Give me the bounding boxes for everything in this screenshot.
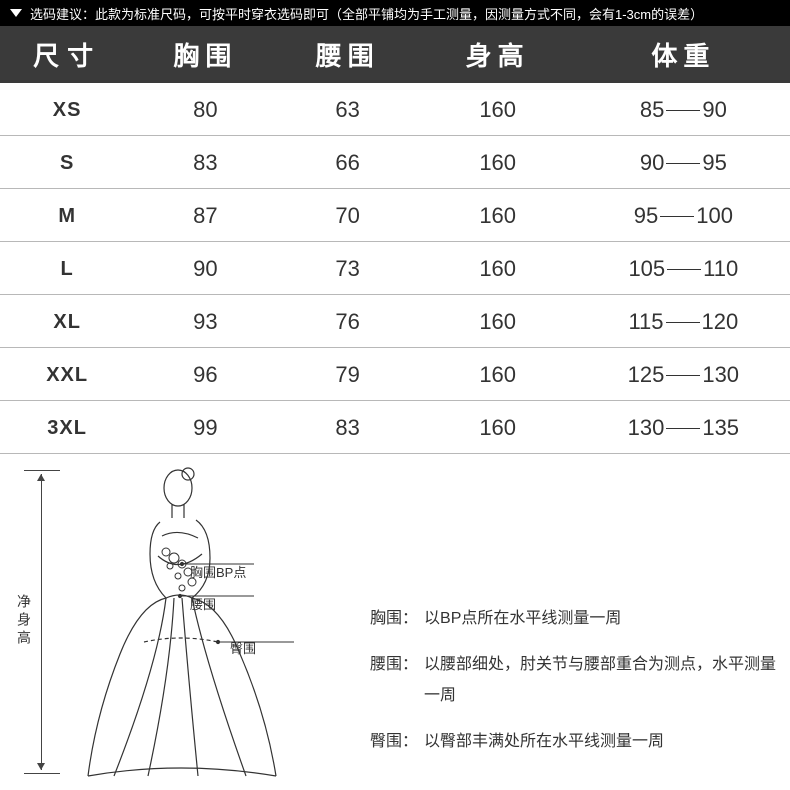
note-hip: 臀围： 以臀部丰满处所在水平线测量一周 <box>370 727 790 757</box>
top-note-bar: 选码建议：此款为标准尺码，可按平时穿衣选码即可（全部平铺均为手工测量，因测量方式… <box>0 0 790 26</box>
cell-height: 160 <box>419 401 577 454</box>
table-row: M877016095100 <box>0 189 790 242</box>
cell-weight: 115120 <box>577 295 790 348</box>
cell-height: 160 <box>419 83 577 136</box>
top-note-text: 选码建议：此款为标准尺码，可按平时穿衣选码即可（全部平铺均为手工测量，因测量方式… <box>30 4 703 23</box>
cell-height: 160 <box>419 189 577 242</box>
col-weight: 体重 <box>577 26 790 83</box>
cell-waist: 73 <box>276 242 418 295</box>
cell-height: 160 <box>419 242 577 295</box>
cell-height: 160 <box>419 136 577 189</box>
cell-size: XL <box>0 295 134 348</box>
cell-waist: 79 <box>276 348 418 401</box>
col-height: 身高 <box>419 26 577 83</box>
size-table-header-row: 尺寸 胸围 腰围 身高 体重 <box>0 26 790 83</box>
cell-bust: 99 <box>134 401 276 454</box>
cell-waist: 66 <box>276 136 418 189</box>
cell-bust: 83 <box>134 136 276 189</box>
col-bust: 胸围 <box>134 26 276 83</box>
col-waist: 腰围 <box>276 26 418 83</box>
table-row: XL9376160115120 <box>0 295 790 348</box>
cell-waist: 63 <box>276 83 418 136</box>
callout-hip: 臀围 <box>230 638 256 657</box>
cell-weight: 95100 <box>577 189 790 242</box>
marker-triangle-icon <box>10 9 22 17</box>
note-bust: 胸围： 以BP点所在水平线测量一周 <box>370 604 790 634</box>
table-row: 3XL9983160130135 <box>0 401 790 454</box>
bottom-section: 净身高 <box>0 454 790 784</box>
cell-bust: 93 <box>134 295 276 348</box>
cell-waist: 70 <box>276 189 418 242</box>
cell-size: L <box>0 242 134 295</box>
measurement-notes: 胸围： 以BP点所在水平线测量一周 腰围： 以腰部细处，肘关节与腰部重合为测点，… <box>370 464 790 784</box>
note-waist: 腰围： 以腰部细处，肘关节与腰部重合为测点，水平测量一周 <box>370 650 790 711</box>
cell-weight: 125130 <box>577 348 790 401</box>
cell-height: 160 <box>419 295 577 348</box>
cell-waist: 83 <box>276 401 418 454</box>
cell-size: M <box>0 189 134 242</box>
figure-wrap: 净身高 <box>0 464 370 784</box>
table-row: XXL9679160125130 <box>0 348 790 401</box>
cell-weight: 105110 <box>577 242 790 295</box>
cell-bust: 80 <box>134 83 276 136</box>
table-row: L9073160105110 <box>0 242 790 295</box>
cell-waist: 76 <box>276 295 418 348</box>
note-waist-text: 以腰部细处，肘关节与腰部重合为测点，水平测量一周 <box>424 650 790 711</box>
cell-height: 160 <box>419 348 577 401</box>
cell-bust: 90 <box>134 242 276 295</box>
cell-weight: 130135 <box>577 401 790 454</box>
cell-weight: 8590 <box>577 83 790 136</box>
cell-size: XS <box>0 83 134 136</box>
note-bust-text: 以BP点所在水平线测量一周 <box>424 604 790 634</box>
table-row: S83661609095 <box>0 136 790 189</box>
size-table: 尺寸 胸围 腰围 身高 体重 XS80631608590S83661609095… <box>0 26 790 454</box>
height-rule <box>38 470 42 774</box>
height-label: 净身高 <box>14 594 34 648</box>
cell-size: S <box>0 136 134 189</box>
callout-waist: 腰围 <box>190 594 216 613</box>
callout-bp: 胸围BP点 <box>190 562 246 581</box>
cell-weight: 9095 <box>577 136 790 189</box>
col-size: 尺寸 <box>0 26 134 83</box>
note-hip-text: 以臀部丰满处所在水平线测量一周 <box>424 727 790 757</box>
cell-size: 3XL <box>0 401 134 454</box>
cell-bust: 96 <box>134 348 276 401</box>
cell-bust: 87 <box>134 189 276 242</box>
dress-figure-icon <box>70 464 380 784</box>
table-row: XS80631608590 <box>0 83 790 136</box>
cell-size: XXL <box>0 348 134 401</box>
